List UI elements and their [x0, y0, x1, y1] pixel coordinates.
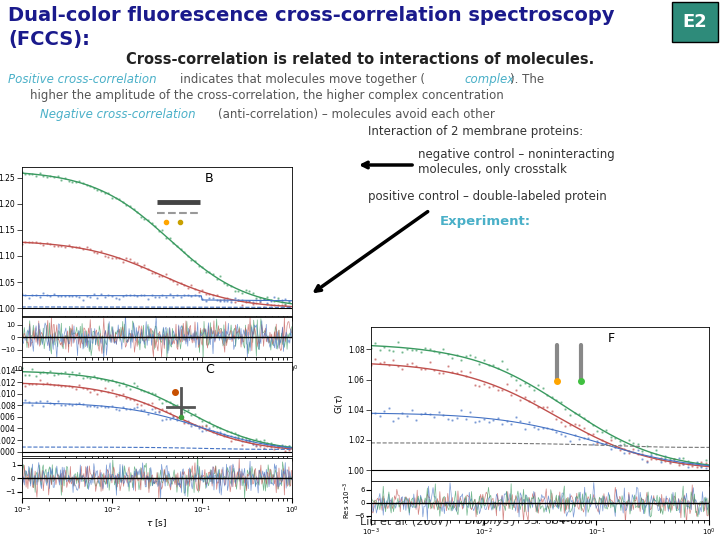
Y-axis label: Res x10$^{-3}$: Res x10$^{-3}$: [341, 482, 353, 519]
X-axis label: $\tau$ [s]: $\tau$ [s]: [146, 517, 167, 529]
Text: (FCCS):: (FCCS):: [8, 30, 90, 49]
Text: (anti-correlation) – molecules avoid each other: (anti-correlation) – molecules avoid eac…: [218, 108, 495, 121]
Text: B: B: [205, 172, 214, 185]
Text: Positive cross-correlation: Positive cross-correlation: [8, 73, 161, 86]
Text: 93: 684-698: 93: 684-698: [520, 516, 591, 526]
Text: indicates that molecules move together (: indicates that molecules move together (: [180, 73, 425, 86]
X-axis label: $\tau$ [s]: $\tau$ [s]: [529, 539, 551, 540]
Text: Negative cross-correlation: Negative cross-correlation: [40, 108, 199, 121]
Text: complex: complex: [464, 73, 514, 86]
Text: molecules, only crosstalk: molecules, only crosstalk: [418, 163, 567, 176]
Text: Interaction of 2 membrane proteins:: Interaction of 2 membrane proteins:: [368, 125, 583, 138]
Text: F: F: [608, 332, 615, 345]
Y-axis label: Res x10$^3$: Res x10$^3$: [0, 462, 4, 495]
Y-axis label: G($\tau$): G($\tau$): [333, 393, 345, 414]
Text: ). The: ). The: [510, 73, 544, 86]
Text: Dual-color fluorescence cross-correlation spectroscopy: Dual-color fluorescence cross-correlatio…: [8, 6, 614, 25]
Text: higher the amplitude of the cross-correlation, the higher complex concentration: higher the amplitude of the cross-correl…: [30, 89, 504, 102]
X-axis label: $\tau$ [s]: $\tau$ [s]: [146, 376, 167, 388]
Text: Biophys J: Biophys J: [465, 516, 516, 526]
Text: Experiment:: Experiment:: [440, 215, 531, 228]
Text: C: C: [205, 363, 214, 376]
Text: Cross-correlation is related to interactions of molecules.: Cross-correlation is related to interact…: [126, 52, 594, 67]
Text: Liu et al. (2007): Liu et al. (2007): [360, 516, 452, 526]
Text: negative control – noninteracting: negative control – noninteracting: [418, 148, 615, 161]
FancyBboxPatch shape: [672, 2, 718, 42]
Text: E2: E2: [683, 13, 707, 31]
Text: positive control – double-labeled protein: positive control – double-labeled protei…: [368, 190, 607, 203]
